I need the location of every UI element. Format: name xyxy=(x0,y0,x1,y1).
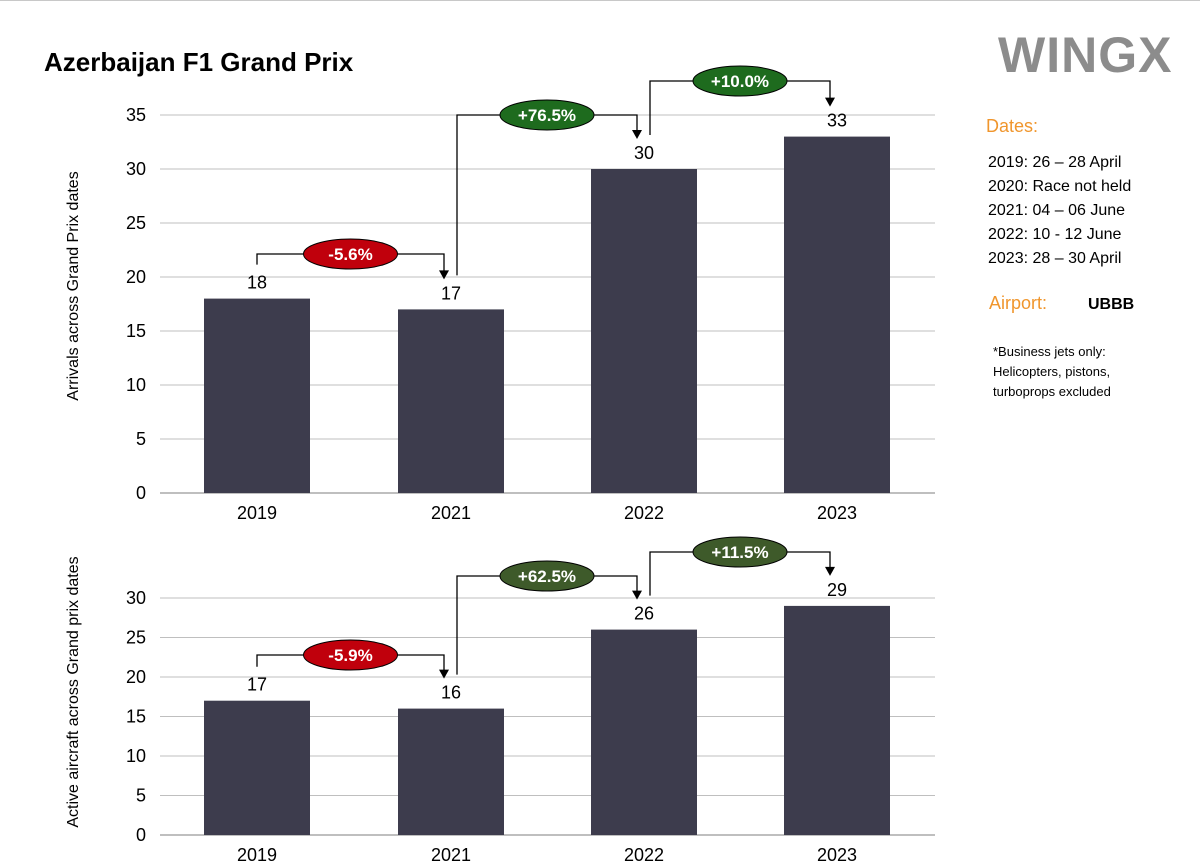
change-badge xyxy=(303,238,398,270)
x-tick-label: 2022 xyxy=(624,845,664,864)
change-badge xyxy=(692,536,788,568)
y-tick-label: 15 xyxy=(126,321,146,341)
data-label: 16 xyxy=(441,683,461,703)
data-label: 26 xyxy=(634,604,654,624)
change-badge xyxy=(692,65,788,97)
y-tick-label: 35 xyxy=(126,105,146,125)
y-tick-label: 10 xyxy=(126,375,146,395)
bar-2021 xyxy=(398,708,504,835)
y-tick-label: 0 xyxy=(136,825,146,845)
data-label: 18 xyxy=(247,273,267,293)
y-tick-label: 5 xyxy=(136,786,146,806)
x-tick-label: 2021 xyxy=(431,845,471,864)
x-tick-label: 2023 xyxy=(817,845,857,864)
y-tick-label: 25 xyxy=(126,628,146,648)
x-tick-label: 2019 xyxy=(237,503,277,523)
bar-2022 xyxy=(591,169,697,493)
data-label: 17 xyxy=(247,675,267,695)
y-tick-label: 30 xyxy=(126,159,146,179)
bar-2019 xyxy=(204,298,310,493)
y-tick-label: 15 xyxy=(126,707,146,727)
change-label: -5.9% xyxy=(328,646,372,665)
data-label: 30 xyxy=(634,143,654,163)
x-tick-label: 2019 xyxy=(237,845,277,864)
page-title: Azerbaijan F1 Grand Prix xyxy=(44,47,354,77)
arrow-head-icon xyxy=(439,669,449,679)
arrow-head-icon xyxy=(632,130,642,139)
y-tick-label: 20 xyxy=(126,267,146,287)
y-tick-label: 30 xyxy=(126,588,146,608)
x-tick-label: 2022 xyxy=(624,503,664,523)
x-tick-label: 2021 xyxy=(431,503,471,523)
arrow-head-icon xyxy=(632,590,642,600)
change-badge xyxy=(303,639,398,671)
arrow-head-icon xyxy=(825,97,835,107)
data-label: 17 xyxy=(441,283,461,303)
x-tick-label: 2023 xyxy=(817,503,857,523)
bar-2023 xyxy=(784,136,890,493)
y-tick-label: 0 xyxy=(136,483,146,503)
y-tick-label: 25 xyxy=(126,213,146,233)
arrow-head-icon xyxy=(825,566,835,576)
y-axis-label: Arrivals across Grand Prix dates xyxy=(65,171,82,400)
change-label: +11.5% xyxy=(711,543,768,562)
y-tick-label: 20 xyxy=(126,667,146,687)
bar-2019 xyxy=(204,700,310,835)
change-label: +10.0% xyxy=(711,72,769,91)
arrow-head-icon xyxy=(439,270,449,280)
top-border xyxy=(0,0,1200,1)
change-label: -5.6% xyxy=(328,245,372,264)
data-label: 29 xyxy=(827,580,847,600)
change-label: +62.5% xyxy=(518,567,576,586)
y-tick-label: 5 xyxy=(136,429,146,449)
wingx-logo: WINGX xyxy=(998,27,1173,83)
bar-2023 xyxy=(784,605,890,835)
change-badge xyxy=(499,99,595,131)
data-label: 33 xyxy=(827,111,847,131)
bar-2022 xyxy=(591,629,697,835)
bar-2021 xyxy=(398,309,504,493)
change-badge xyxy=(499,560,595,592)
y-tick-label: 10 xyxy=(126,746,146,766)
change-label: +76.5% xyxy=(518,106,576,125)
y-axis-label: Active aircraft across Grand prix dates xyxy=(65,556,82,827)
